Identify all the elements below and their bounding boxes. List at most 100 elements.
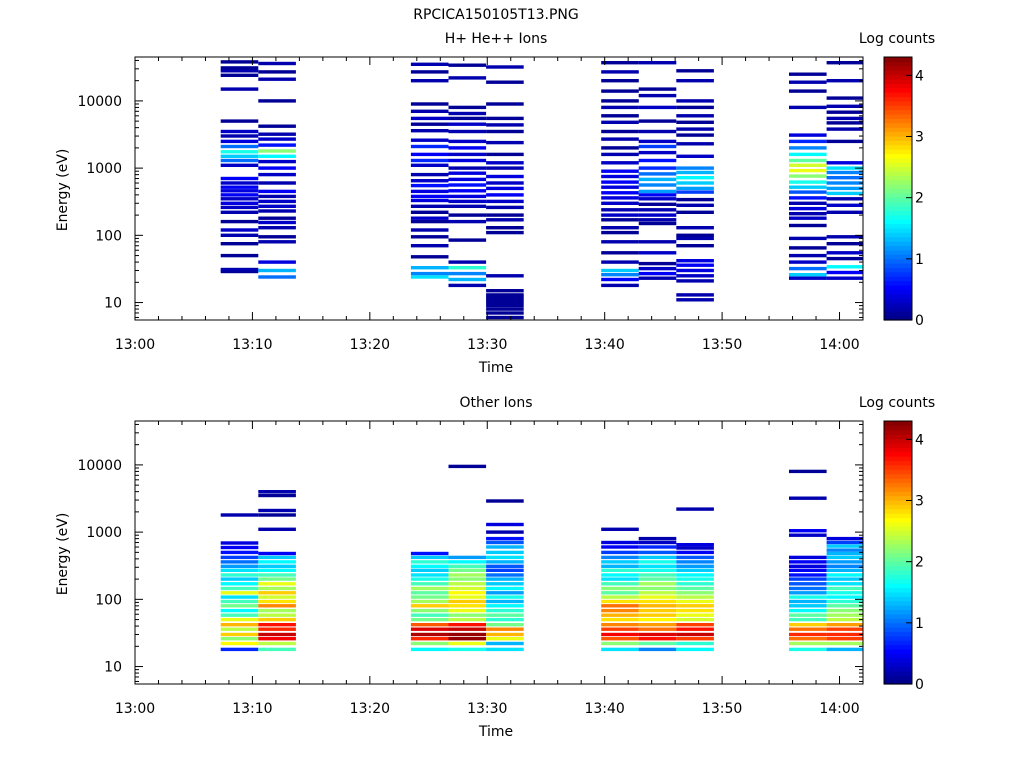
heatmap-cell [448, 599, 487, 604]
heatmap-cell [601, 623, 639, 627]
heatmap-cell [676, 298, 714, 302]
heatmap-cell [486, 65, 524, 69]
heatmap-cell [220, 129, 259, 134]
heatmap-cell [789, 190, 827, 194]
colorbar-tick-label: 1 [915, 616, 924, 632]
heatmap-cell [601, 632, 639, 637]
heatmap-cell [448, 627, 487, 631]
heatmap-cell [638, 139, 677, 144]
heatmap-cell [258, 181, 296, 185]
heatmap-cell [601, 240, 639, 244]
heatmap-cell [601, 268, 639, 273]
colorbar-segment [884, 170, 912, 176]
heatmap-cell [676, 507, 714, 511]
heatmap-cell [601, 545, 639, 549]
heatmap-cell [486, 166, 524, 170]
colorbar-segment [884, 644, 912, 650]
heatmap-cell [601, 647, 639, 652]
heatmap-cell [676, 166, 714, 170]
heatmap-cell [448, 152, 487, 157]
heatmap-cell [789, 105, 827, 110]
colorbar-segment [884, 65, 912, 71]
heatmap-cell [638, 608, 677, 613]
heatmap-cell [601, 586, 639, 591]
heatmap-cell [789, 573, 827, 577]
colorbar-segment [884, 552, 912, 558]
heatmap-cell [220, 242, 259, 246]
heatmap-cell [448, 560, 487, 564]
heatmap-cell [486, 591, 524, 595]
heatmap-cell [638, 540, 677, 545]
heatmap-cell [410, 604, 449, 608]
heatmap-cell [789, 469, 827, 474]
heatmap-cell [638, 208, 677, 212]
colorbar-segment [884, 504, 912, 510]
colorbar-segment [884, 227, 912, 233]
heatmap-cell [220, 641, 259, 646]
heatmap-cell [410, 568, 449, 572]
heatmap-cell [486, 586, 524, 591]
colorbar-segment [884, 311, 912, 317]
heatmap-cell [410, 235, 449, 239]
heatmap-cell [676, 176, 714, 180]
heatmap-cell [789, 174, 827, 178]
colorbar-tick-label: 4 [915, 432, 924, 448]
heatmap-cell [220, 513, 259, 517]
colorbar-segment [884, 197, 912, 203]
heatmap-cell [410, 608, 449, 613]
heatmap-cell [448, 260, 487, 264]
heatmap-cell [601, 564, 639, 568]
x-tick-label: 13:10 [232, 701, 272, 717]
colorbar-segment [884, 267, 912, 273]
heatmap-cell [601, 208, 639, 212]
colorbar-segment [884, 469, 912, 475]
heatmap-cell [676, 190, 714, 194]
colorbar-segment [884, 438, 912, 444]
heatmap-cell [638, 144, 677, 149]
y-tick-label: 100 [95, 592, 122, 608]
heatmap-cell [220, 210, 259, 214]
heatmap-cell [676, 203, 714, 207]
heatmap-cell [486, 530, 524, 534]
heatmap-cell [220, 627, 259, 631]
heatmap-cell [601, 591, 639, 595]
colorbar-segment [884, 464, 912, 470]
heatmap-cell [601, 89, 639, 93]
heatmap-cell [410, 255, 449, 259]
colorbar-segment [884, 442, 912, 448]
heatmap-cell [601, 613, 639, 617]
colorbar-tick-label: 0 [915, 313, 924, 329]
heatmap-cell [220, 595, 259, 599]
heatmap-cell [638, 218, 677, 222]
heatmap-cell [220, 568, 259, 572]
heatmap-cell [826, 270, 863, 275]
heatmap-cell [258, 226, 296, 230]
colorbar-segment [884, 254, 912, 260]
heatmap-cell [789, 196, 827, 200]
heatmap-cell [486, 199, 524, 204]
colorbar-segment [884, 613, 912, 619]
heatmap-cell [220, 647, 259, 652]
heatmap-cell [448, 464, 487, 469]
colorbar-segment [884, 100, 912, 106]
heatmap-cell [826, 235, 863, 239]
heatmap-cell [486, 174, 524, 179]
colorbar-segment [884, 140, 912, 146]
colorbar-segment [884, 591, 912, 597]
heatmap-cell [410, 79, 449, 83]
heatmap-cell [220, 154, 259, 158]
colorbar-segment [884, 249, 912, 255]
colorbar-segment [884, 570, 912, 576]
colorbar-segment [884, 245, 912, 251]
heatmap-cell [638, 261, 677, 266]
heatmap-cell [486, 599, 524, 604]
heatmap-cell [601, 226, 639, 230]
heatmap-cell [258, 220, 296, 225]
heatmap-cell [789, 276, 827, 280]
heatmap-cell [676, 543, 714, 547]
colorbar-segment [884, 530, 912, 536]
heatmap-cell [638, 573, 677, 577]
heatmap-cell [486, 637, 524, 641]
heatmap-cell [676, 99, 714, 103]
x-tick-label: 13:40 [584, 701, 624, 717]
